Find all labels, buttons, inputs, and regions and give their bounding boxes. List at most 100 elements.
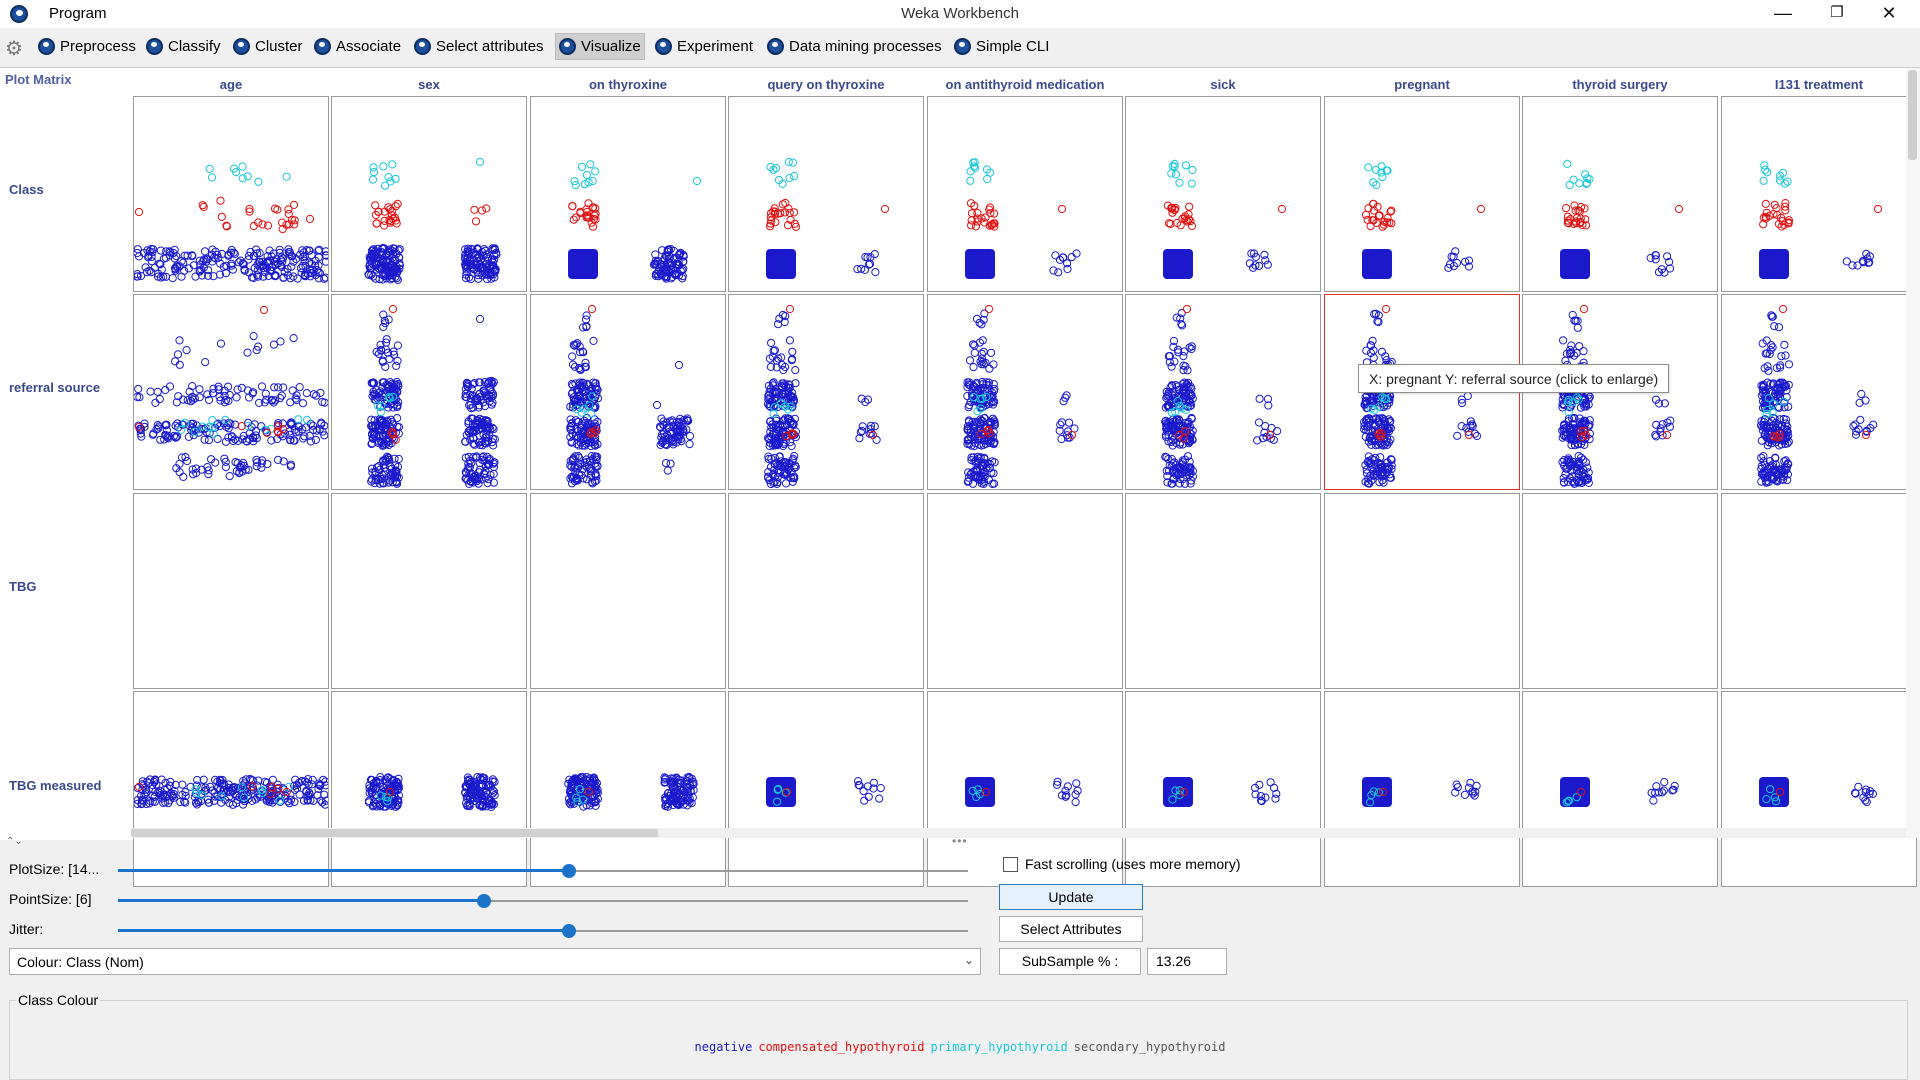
- plot-cell[interactable]: [728, 493, 924, 689]
- scatter-point: [149, 429, 158, 438]
- scatter-point: [1457, 422, 1466, 431]
- scatter-point: [145, 266, 154, 275]
- scatter-point: [582, 211, 592, 220]
- split-collapse-arrows[interactable]: ⌃⌄: [6, 836, 23, 847]
- point-size-slider-thumb[interactable]: [476, 894, 491, 908]
- plot-matrix-panel: Plot Matrix age sex on thyroxine query on t…: [0, 67, 1920, 887]
- scatter-point: [470, 205, 479, 214]
- plot-cell[interactable]: [331, 691, 527, 887]
- plot-cell[interactable]: [927, 493, 1123, 689]
- plot-cell[interactable]: [133, 691, 329, 887]
- scatter-point: [170, 245, 179, 254]
- tab-associate[interactable]: Associate: [311, 33, 404, 60]
- plot-cell[interactable]: [1721, 294, 1917, 490]
- scatter-point: [367, 246, 377, 255]
- scatter-point: [1173, 415, 1182, 424]
- tab-cluster[interactable]: Cluster: [230, 33, 306, 60]
- plot-cell[interactable]: [1125, 96, 1321, 292]
- scatter-point: [1051, 251, 1060, 260]
- scatter-point: [169, 431, 179, 440]
- gear-icon[interactable]: ⚙: [5, 38, 23, 60]
- minimize-button[interactable]: —: [1774, 3, 1792, 23]
- plot-cell[interactable]: [331, 96, 527, 292]
- plot-cell[interactable]: [927, 96, 1123, 292]
- subsample-input[interactable]: 13.26: [1147, 948, 1227, 975]
- plot-cell[interactable]: [1721, 691, 1917, 887]
- plot-cell[interactable]: [530, 691, 726, 887]
- tab-data-mining-processes[interactable]: Data mining processes: [764, 33, 945, 60]
- splitter-handle[interactable]: •••: [952, 834, 968, 848]
- scatter-point: [296, 250, 305, 259]
- horizontal-scrollbar[interactable]: [131, 828, 1909, 838]
- scatter-point: [978, 336, 987, 345]
- plot-cell[interactable]: [331, 493, 527, 689]
- legend-compensated-hypothyroid[interactable]: compensated_hypothyroid: [758, 1040, 925, 1054]
- scatter-point: [237, 783, 247, 792]
- scatter-point: [145, 247, 154, 256]
- select-attributes-button[interactable]: Select Attributes: [999, 916, 1143, 942]
- scatter-point: [145, 775, 155, 784]
- legend-primary-hypothyroid[interactable]: primary_hypothyroid: [930, 1040, 1068, 1054]
- plot-cell[interactable]: [1522, 96, 1718, 292]
- plot-cell[interactable]: [530, 96, 726, 292]
- tab-experiment[interactable]: Experiment: [652, 33, 756, 60]
- plot-cell[interactable]: [927, 294, 1123, 490]
- plot-size-slider-thumb[interactable]: [561, 864, 576, 878]
- tab-classify[interactable]: Classify: [143, 33, 224, 60]
- update-button[interactable]: Update: [999, 884, 1143, 910]
- plot-cell[interactable]: [1125, 493, 1321, 689]
- tab-simple-cli[interactable]: Simple CLI: [951, 33, 1052, 60]
- scatter-point: [169, 790, 178, 799]
- scatter-point: [195, 256, 204, 265]
- plot-cell[interactable]: [728, 294, 924, 490]
- plot-cell[interactable]: [1324, 96, 1520, 292]
- scatter-point: [683, 773, 692, 782]
- scatter-point: [582, 311, 591, 320]
- plot-cell[interactable]: [133, 493, 329, 689]
- tab-select-attributes[interactable]: Select attributes: [411, 33, 547, 60]
- plot-cell[interactable]: [1721, 96, 1917, 292]
- point-size-slider[interactable]: [118, 900, 968, 902]
- plot-cell[interactable]: [133, 96, 329, 292]
- menu-program[interactable]: Program: [49, 5, 107, 22]
- subsample-button[interactable]: SubSample % :: [999, 948, 1141, 975]
- plot-cell[interactable]: [530, 294, 726, 490]
- plot-cell[interactable]: [1721, 493, 1917, 689]
- legend-secondary-hypothyroid[interactable]: secondary_hypothyroid: [1073, 1040, 1226, 1054]
- scatter-point: [316, 780, 325, 789]
- legend-negative[interactable]: negative: [694, 1040, 753, 1054]
- plot-cell[interactable]: [728, 96, 924, 292]
- plot-cell[interactable]: [927, 691, 1123, 887]
- plot-cell[interactable]: [1522, 493, 1718, 689]
- plot-cell[interactable]: [1324, 691, 1520, 887]
- maximize-button[interactable]: ❐: [1830, 4, 1844, 21]
- plot-cell[interactable]: [331, 294, 527, 490]
- scatter-point: [471, 471, 480, 481]
- scatter-point: [770, 403, 779, 412]
- plot-cell[interactable]: [728, 691, 924, 887]
- scatter-point: [969, 340, 978, 349]
- scatter-point: [1170, 357, 1179, 366]
- plot-cell[interactable]: [1125, 294, 1321, 490]
- horizontal-scrollbar-thumb[interactable]: [131, 829, 658, 837]
- fast-scrolling-checkbox[interactable]: [1003, 857, 1018, 872]
- plot-cell[interactable]: [133, 294, 329, 490]
- plot-cell[interactable]: [1522, 691, 1718, 887]
- close-button[interactable]: ✕: [1881, 3, 1897, 23]
- vertical-scrollbar[interactable]: [1906, 68, 1920, 838]
- scatter-point: [861, 397, 870, 407]
- plot-cell[interactable]: [1324, 493, 1520, 689]
- plot-cell[interactable]: [1125, 691, 1321, 887]
- tab-visualize[interactable]: Visualize: [555, 33, 645, 60]
- jitter-slider-thumb[interactable]: [561, 924, 576, 938]
- scatter-point: [484, 460, 493, 469]
- tab-preprocess[interactable]: Preprocess: [35, 33, 139, 60]
- vertical-scrollbar-thumb[interactable]: [1908, 70, 1917, 160]
- colour-select[interactable]: Colour: Class (Nom) ⌄: [9, 948, 981, 975]
- scatter-point: [1182, 405, 1191, 415]
- plot-cell[interactable]: [530, 493, 726, 689]
- scatter-point: [243, 348, 252, 357]
- scatter-point: [870, 250, 879, 259]
- dense-point-cluster: [1759, 249, 1789, 279]
- scatter-point: [656, 440, 665, 449]
